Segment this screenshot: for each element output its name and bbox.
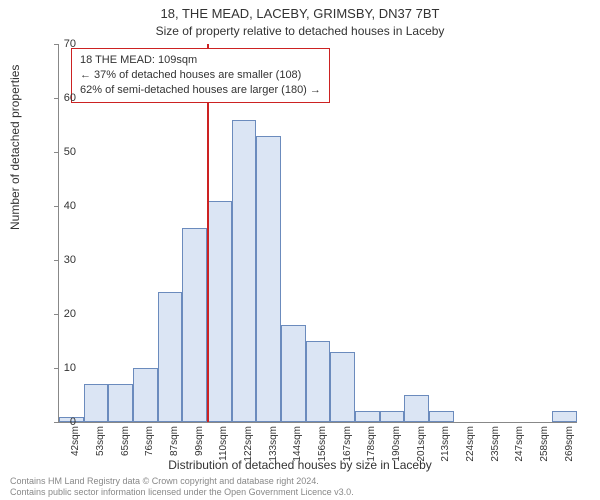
histogram-bar	[158, 292, 183, 422]
annotation-box: 18 THE MEAD: 109sqm← 37% of detached hou…	[71, 48, 330, 103]
chart-container: 18, THE MEAD, LACEBY, GRIMSBY, DN37 7BT …	[0, 0, 600, 500]
chart-plot-area: 18 THE MEAD: 109sqm← 37% of detached hou…	[58, 44, 577, 423]
x-tick-label: 99sqm	[194, 426, 205, 466]
x-tick-label: 53sqm	[95, 426, 106, 466]
histogram-bar	[429, 411, 454, 422]
x-tick-label: 201sqm	[416, 426, 427, 466]
footer-line-2: Contains public sector information licen…	[10, 487, 354, 498]
histogram-bar	[232, 120, 257, 422]
chart-title-main: 18, THE MEAD, LACEBY, GRIMSBY, DN37 7BT	[0, 6, 600, 21]
y-tick-label: 70	[64, 38, 76, 50]
y-tick-label: 30	[64, 254, 76, 266]
histogram-bar	[306, 341, 331, 422]
x-tick-label: 167sqm	[342, 426, 353, 466]
x-tick-label: 76sqm	[144, 426, 155, 466]
x-tick-label: 213sqm	[440, 426, 451, 466]
x-tick-label: 178sqm	[366, 426, 377, 466]
x-tick-label: 247sqm	[514, 426, 525, 466]
histogram-bar	[380, 411, 405, 422]
x-tick-label: 258sqm	[539, 426, 550, 466]
y-tick-label: 40	[64, 200, 76, 212]
x-tick-label: 190sqm	[391, 426, 402, 466]
histogram-bar	[355, 411, 380, 422]
annotation-line: 18 THE MEAD: 109sqm	[80, 53, 321, 68]
x-tick-label: 156sqm	[317, 426, 328, 466]
histogram-bar	[256, 136, 281, 422]
annotation-line: ← 37% of detached houses are smaller (10…	[80, 68, 321, 83]
y-tick	[54, 152, 59, 153]
histogram-bar	[281, 325, 306, 422]
histogram-bar	[404, 395, 429, 422]
y-tick	[54, 260, 59, 261]
y-tick	[54, 98, 59, 99]
y-tick	[54, 368, 59, 369]
histogram-bar	[133, 368, 158, 422]
histogram-bar	[84, 384, 109, 422]
footer-attribution: Contains HM Land Registry data © Crown c…	[10, 476, 354, 498]
x-tick-label: 235sqm	[490, 426, 501, 466]
x-tick-label: 269sqm	[564, 426, 575, 466]
x-tick-label: 144sqm	[292, 426, 303, 466]
x-tick-label: 87sqm	[169, 426, 180, 466]
histogram-bar	[182, 228, 207, 422]
x-tick-label: 133sqm	[268, 426, 279, 466]
annotation-line: 62% of semi-detached houses are larger (…	[80, 83, 321, 98]
histogram-bar	[108, 384, 133, 422]
y-axis-label: Number of detached properties	[8, 65, 22, 230]
y-tick	[54, 44, 59, 45]
histogram-bar	[552, 411, 577, 422]
y-tick-label: 50	[64, 146, 76, 158]
x-tick-label: 110sqm	[218, 426, 229, 466]
x-tick-label: 42sqm	[70, 426, 81, 466]
x-tick-label: 224sqm	[465, 426, 476, 466]
footer-line-1: Contains HM Land Registry data © Crown c…	[10, 476, 354, 487]
y-tick	[54, 314, 59, 315]
x-tick-label: 65sqm	[120, 426, 131, 466]
y-tick-label: 60	[64, 92, 76, 104]
y-tick-label: 20	[64, 308, 76, 320]
x-tick-label: 122sqm	[243, 426, 254, 466]
y-tick	[54, 422, 59, 423]
chart-title-sub: Size of property relative to detached ho…	[0, 24, 600, 38]
y-tick-label: 10	[64, 362, 76, 374]
y-tick	[54, 206, 59, 207]
histogram-bar	[330, 352, 355, 422]
histogram-bar	[207, 201, 232, 422]
